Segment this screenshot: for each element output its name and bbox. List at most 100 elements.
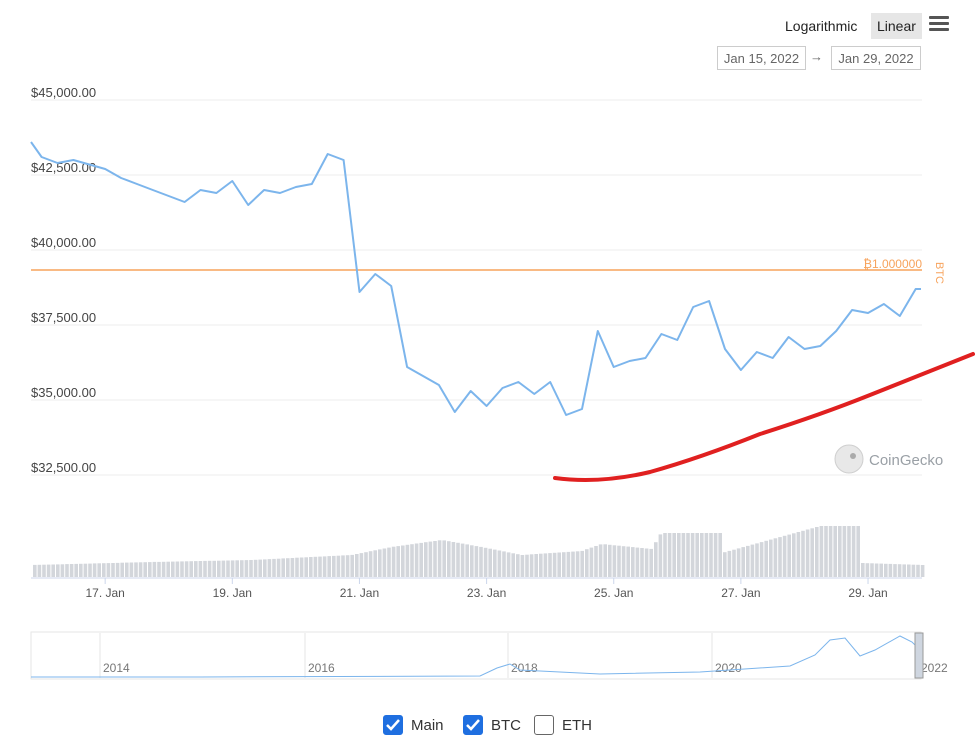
- volume-bar: [437, 540, 442, 577]
- volume-bar: [83, 563, 88, 577]
- volume-bar: [654, 542, 658, 577]
- btc-checkbox[interactable]: [463, 715, 483, 735]
- volume-bar: [865, 563, 870, 577]
- volume-bar: [594, 546, 598, 577]
- volume-bar: [516, 554, 520, 577]
- x-tick-label: 27. Jan: [721, 586, 760, 600]
- eth-checkbox[interactable]: [534, 715, 554, 735]
- volume-bar: [207, 560, 212, 577]
- volume-bar: [157, 561, 161, 577]
- volume-bar: [88, 563, 92, 577]
- volume-bar: [759, 542, 764, 577]
- volume-bar: [42, 564, 46, 577]
- linear-scale-button[interactable]: Linear: [871, 13, 922, 39]
- volume-bar: [552, 552, 557, 577]
- btc-axis-label: BTC: [933, 262, 945, 284]
- volume-bar: [180, 561, 184, 577]
- volume-bar: [787, 534, 791, 577]
- volume-bar: [764, 540, 768, 577]
- volume-bar: [396, 546, 400, 577]
- legend-main-toggle[interactable]: Main: [383, 711, 444, 739]
- volume-bar: [525, 554, 529, 577]
- volume-bar: [893, 564, 897, 577]
- red-annotation-stroke: [553, 352, 975, 482]
- legend-eth-label: ETH: [562, 716, 592, 734]
- volume-bar: [336, 555, 341, 577]
- volume-bar: [309, 557, 313, 577]
- volume-bar: [194, 561, 198, 577]
- volume-bar: [148, 562, 152, 577]
- volume-bar: [447, 541, 451, 577]
- y-tick-label: $42,500.00: [31, 160, 96, 175]
- volume-bar: [635, 547, 640, 577]
- legend-eth-toggle[interactable]: ETH: [534, 711, 592, 739]
- volume-bar: [746, 545, 750, 577]
- volume-bar: [327, 556, 331, 577]
- volume-bar: [833, 526, 837, 577]
- volume-bar: [626, 546, 630, 577]
- navigator-year-label: 2014: [103, 661, 130, 675]
- volume-bar: [60, 564, 65, 577]
- volume-bar: [704, 533, 709, 577]
- volume-bar: [631, 547, 635, 577]
- date-to-input[interactable]: Jan 29, 2022: [831, 46, 921, 70]
- volume-bar: [111, 563, 115, 577]
- volume-bar: [686, 533, 690, 577]
- volume-bar: [281, 558, 285, 577]
- volume-bar: [318, 556, 322, 577]
- volume-bar: [419, 542, 423, 577]
- volume-bar: [345, 555, 350, 577]
- y-tick-label: $40,000.00: [31, 235, 96, 250]
- navigator-frame[interactable]: [30, 631, 922, 680]
- volume-bar: [355, 554, 359, 577]
- legend-btc-toggle[interactable]: BTC: [463, 711, 521, 739]
- volume-bar: [378, 549, 382, 577]
- volume-bar: [263, 559, 267, 577]
- volume-bar: [230, 560, 235, 577]
- volume-bar: [359, 553, 364, 577]
- volume-bar: [33, 564, 37, 577]
- date-from-input[interactable]: Jan 15, 2022: [717, 46, 806, 70]
- volume-bar: [244, 560, 249, 577]
- volume-bar: [189, 561, 193, 577]
- x-tick-label: 19. Jan: [213, 586, 252, 600]
- legend-btc-label: BTC: [491, 716, 521, 734]
- volume-bar: [424, 542, 428, 577]
- volume-bar: [456, 542, 460, 577]
- volume-bar: [580, 550, 584, 577]
- volume-bar: [782, 535, 787, 577]
- volume-bar: [272, 558, 276, 577]
- volume-bar: [465, 544, 469, 577]
- volume-bar: [543, 553, 548, 577]
- volume-bar: [79, 563, 83, 577]
- volume-bar: [612, 545, 617, 577]
- volume-bar: [401, 545, 405, 577]
- navigator-year-label: 2016: [308, 661, 335, 675]
- volume-bar: [902, 564, 906, 577]
- volume-bar: [557, 552, 561, 577]
- volume-bar: [723, 552, 727, 577]
- volume-bar: [129, 562, 134, 577]
- volume-bar: [483, 547, 488, 577]
- volume-bar: [539, 553, 543, 577]
- y-tick-label: $35,000.00: [31, 385, 96, 400]
- main-checkbox[interactable]: [383, 715, 403, 735]
- volume-bar: [253, 559, 258, 577]
- volume-bar: [203, 560, 207, 577]
- volume-bar: [37, 564, 42, 577]
- volume-bar: [672, 533, 676, 577]
- volume-bar: [750, 544, 755, 577]
- hamburger-menu-icon[interactable]: [929, 16, 949, 34]
- volume-bar: [276, 558, 281, 577]
- navigator-selection-handle[interactable]: [914, 632, 924, 679]
- volume-bar: [120, 562, 124, 577]
- volume-bar: [171, 561, 175, 577]
- logarithmic-scale-button[interactable]: Logarithmic: [785, 18, 858, 34]
- x-tick-label: 25. Jan: [594, 586, 633, 600]
- navigator-year-label: 2020: [715, 661, 742, 675]
- volume-bar: [575, 551, 580, 577]
- volume-bar: [115, 562, 120, 577]
- volume-bar: [212, 560, 216, 577]
- navigator-year-label: 2018: [511, 661, 538, 675]
- volume-bar: [847, 526, 851, 577]
